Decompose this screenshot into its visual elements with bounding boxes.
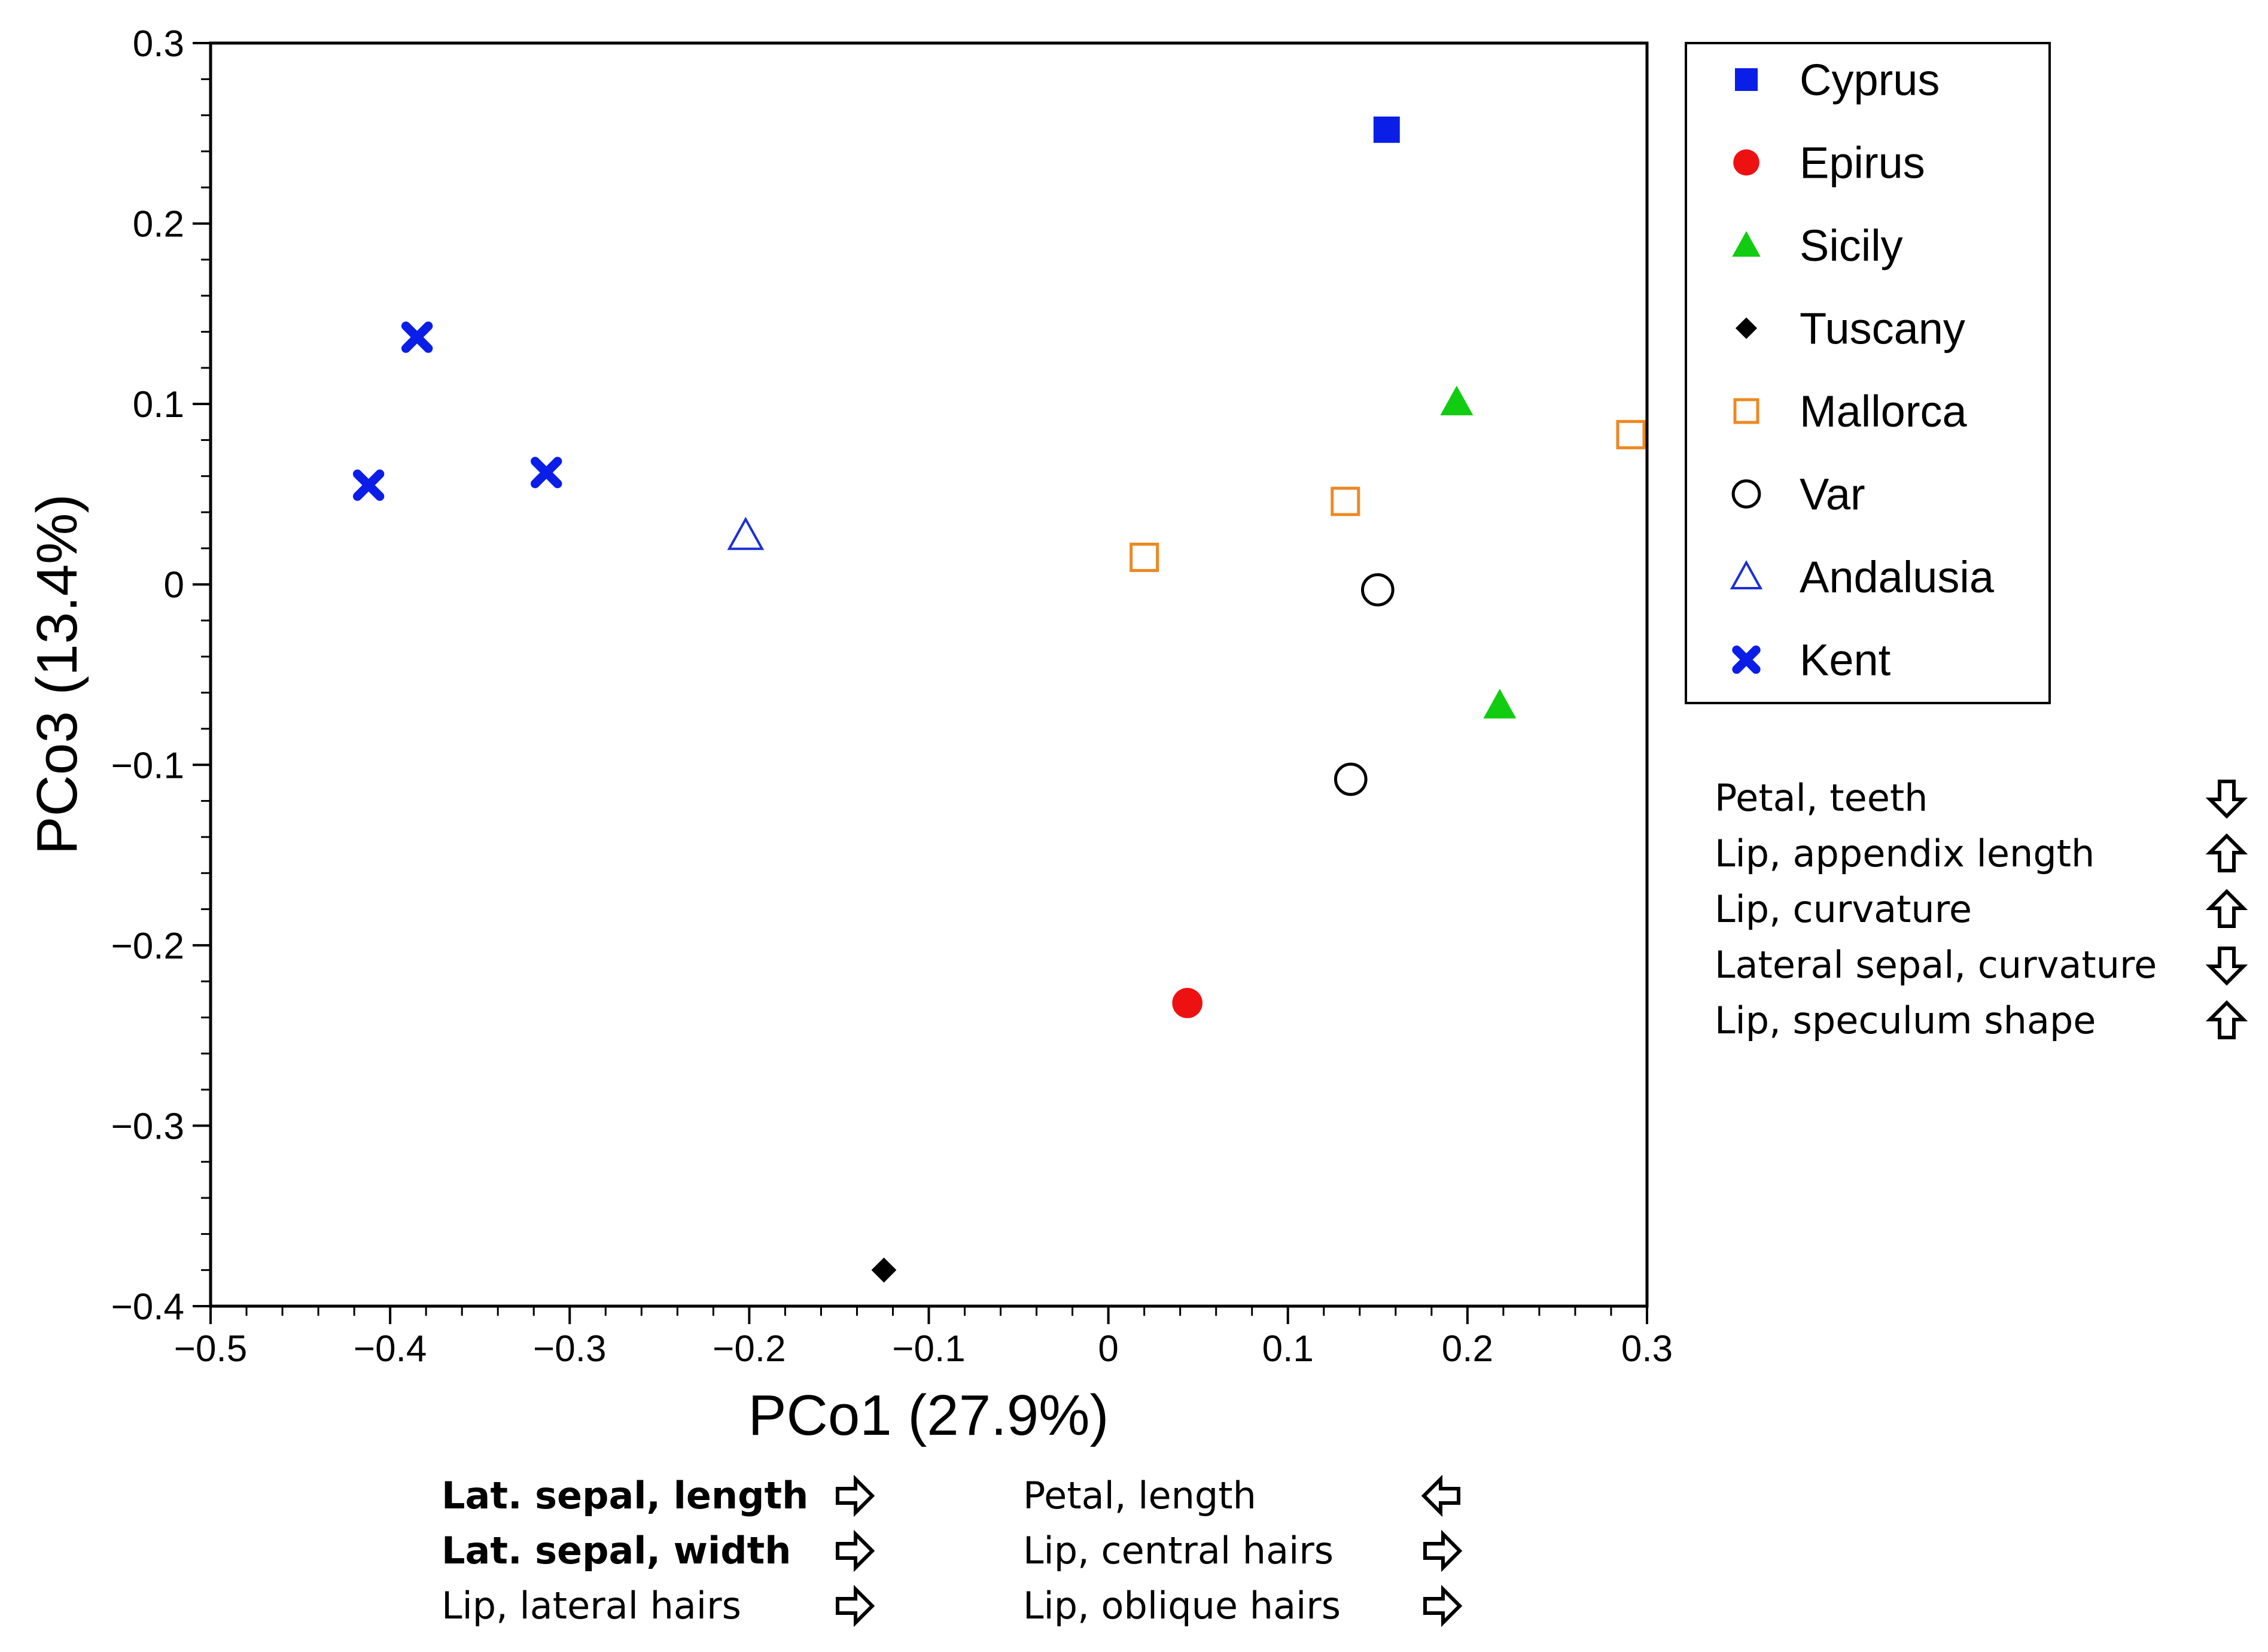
arrow-right-icon — [1423, 1529, 1463, 1572]
y-tick-label: 0.2 — [133, 204, 184, 245]
arrow-right-icon — [836, 1584, 875, 1627]
loading-label: Lip, curvature — [1715, 887, 1972, 931]
loading-label: Lat. sepal, width — [442, 1529, 791, 1572]
arrow-up-icon — [2205, 1000, 2248, 1039]
x-tick-label: 0.1 — [1262, 1328, 1314, 1370]
x-tick-label: −0.4 — [354, 1328, 427, 1370]
legend-marker-kent — [1732, 645, 1761, 674]
arrow-down-icon — [2205, 947, 2248, 986]
loading-label: Petal, teeth — [1715, 776, 1928, 820]
x-tick-label: 0 — [1098, 1328, 1118, 1370]
legend-label-epirus: Epirus — [1800, 138, 1925, 188]
y-tick-label: 0.1 — [133, 384, 184, 425]
x-tick-labels: −0.5 −0.4 −0.3 −0.2 −0.1 0 0.1 0.2 0.3 — [174, 1328, 1673, 1370]
point-var — [1334, 762, 1368, 796]
point-cyprus — [1373, 116, 1400, 143]
point-var — [1361, 573, 1395, 607]
legend-label-tuscany: Tuscany — [1800, 304, 1965, 354]
y-tick-label: 0 — [164, 565, 184, 606]
arrow-left-icon — [1421, 1474, 1460, 1517]
x-axis-title: PCo1 (27.9%) — [748, 1383, 1109, 1447]
pco1-loadings: Lat. sepal, length Lat. sepal, width Lip, … — [442, 1474, 1463, 1627]
axis-ticks — [193, 42, 1648, 1324]
y-tick-label: −0.4 — [111, 1286, 184, 1328]
legend-marker-var — [1731, 479, 1761, 509]
arrow-up-icon — [2205, 833, 2248, 872]
legend-marker-andalusia — [1730, 560, 1763, 589]
y-tick-labels: 0.3 0.2 0.1 0 −0.1 −0.2 −0.3 −0.4 — [111, 23, 184, 1328]
point-kent — [401, 321, 433, 353]
x-tick-label: 0.3 — [1621, 1328, 1673, 1370]
x-tick-label: −0.5 — [174, 1328, 247, 1370]
legend-label-andalusia: Andalusia — [1800, 552, 1995, 602]
legend-marker-epirus — [1733, 149, 1759, 176]
y-axis-title: PCo3 (13.4%) — [25, 494, 89, 855]
x-tick-label: 0.2 — [1442, 1328, 1493, 1370]
y-tick-label: 0.3 — [133, 23, 184, 65]
point-sicily — [1440, 385, 1474, 416]
y-tick-label: −0.2 — [111, 926, 184, 967]
legend-label-mallorca: Mallorca — [1800, 387, 1967, 436]
point-andalusia — [727, 516, 765, 550]
loading-label: Lateral sepal, curvature — [1715, 943, 2157, 987]
loading-label: Lip, speculum shape — [1715, 999, 2096, 1042]
point-mallorca — [1130, 542, 1159, 572]
legend: Cyprus Epirus Sicily Tuscany Mallorca Var Anda… — [1730, 55, 1995, 685]
loading-label: Lip, central hairs — [1023, 1529, 1334, 1572]
legend-label-var: Var — [1800, 470, 1865, 519]
arrow-up-icon — [2205, 889, 2248, 928]
point-mallorca — [1331, 486, 1360, 516]
legend-marker-cyprus — [1735, 68, 1758, 91]
arrow-right-icon — [1423, 1584, 1463, 1627]
loading-label: Lip, appendix length — [1715, 832, 2095, 875]
plot-frame — [209, 41, 1649, 1308]
legend-label-cyprus: Cyprus — [1800, 55, 1940, 105]
data-points — [352, 116, 1646, 1283]
y-tick-label: −0.3 — [111, 1106, 184, 1147]
loading-label: Lat. sepal, length — [442, 1474, 808, 1517]
point-kent — [531, 457, 562, 488]
point-tuscany — [871, 1257, 897, 1283]
point-kent — [352, 469, 385, 501]
y-tick-label: −0.1 — [111, 745, 184, 786]
point-epirus — [1172, 988, 1203, 1018]
loading-label: Lip, oblique hairs — [1023, 1584, 1341, 1627]
arrow-down-icon — [2205, 780, 2248, 819]
point-mallorca — [1616, 419, 1646, 449]
x-tick-label: −0.1 — [892, 1328, 965, 1370]
x-tick-label: −0.3 — [533, 1328, 606, 1370]
arrow-right-icon — [836, 1474, 875, 1517]
x-tick-label: −0.2 — [713, 1328, 786, 1370]
loading-label: Petal, length — [1023, 1474, 1256, 1517]
arrow-right-icon — [836, 1529, 875, 1572]
legend-marker-sicily — [1732, 231, 1761, 257]
legend-marker-mallorca — [1733, 398, 1759, 424]
pco3-loadings: Petal, teeth Lip, appendix length Lip, cur… — [1715, 776, 2248, 1042]
legend-label-kent: Kent — [1800, 635, 1891, 685]
legend-label-sicily: Sicily — [1800, 221, 1903, 270]
legend-marker-tuscany — [1735, 317, 1758, 339]
loading-label: Lip, lateral hairs — [442, 1584, 741, 1627]
point-sicily — [1483, 689, 1517, 719]
